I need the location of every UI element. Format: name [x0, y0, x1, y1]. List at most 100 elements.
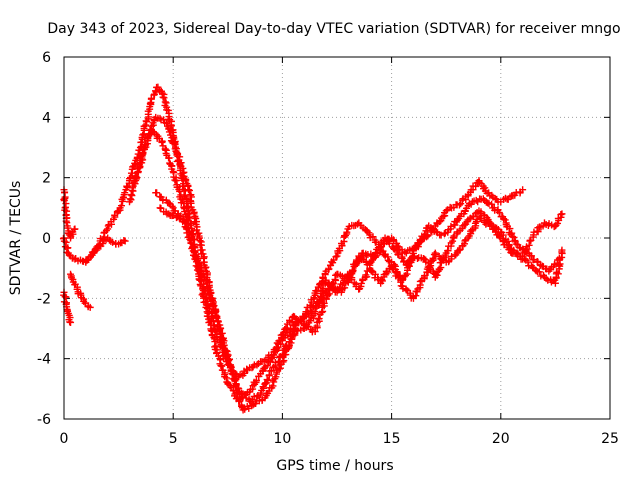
x-axis-label: GPS time / hours [276, 458, 393, 474]
data-marker [133, 153, 141, 161]
data-marker [355, 257, 363, 265]
data-marker [444, 247, 452, 255]
data-marker [239, 390, 247, 398]
data-marker [349, 266, 357, 274]
data-marker [133, 174, 141, 182]
data-marker [472, 182, 480, 190]
data-marker [139, 131, 147, 139]
data-marker [457, 200, 465, 208]
y-tick-label: 4 [42, 110, 51, 126]
series-early-segment-d [82, 234, 129, 266]
data-marker [201, 273, 209, 281]
data-marker [372, 249, 380, 257]
data-point [239, 406, 247, 414]
data-point [202, 303, 210, 311]
data-marker [448, 252, 456, 260]
data-marker [197, 266, 205, 274]
data-marker [328, 281, 336, 289]
data-point [86, 303, 94, 311]
data-marker [508, 229, 516, 237]
data-marker [263, 376, 271, 384]
data-marker [280, 329, 288, 337]
y-axis-label: SDTVAR / TECUs [8, 181, 24, 296]
y-tick-label: -2 [37, 291, 51, 307]
data-marker [488, 200, 496, 208]
data-layer [59, 83, 566, 414]
data-marker [343, 228, 351, 236]
data-point [267, 355, 275, 363]
data-marker [376, 244, 384, 252]
data-marker [217, 330, 225, 338]
data-marker [342, 232, 350, 240]
data-marker [432, 228, 440, 236]
data-marker [207, 327, 215, 335]
data-marker [420, 232, 428, 240]
data-marker [212, 313, 220, 321]
data-marker [236, 397, 244, 405]
data-marker [196, 241, 204, 249]
data-marker [67, 274, 75, 282]
data-marker [210, 302, 218, 310]
data-marker [511, 237, 519, 245]
data-marker [334, 286, 342, 294]
data-marker [198, 246, 206, 254]
data-marker [320, 299, 328, 307]
data-marker [241, 391, 249, 399]
x-tick-label: 25 [601, 431, 619, 447]
data-point [278, 331, 286, 339]
data-marker [137, 152, 145, 160]
data-marker [336, 284, 344, 292]
data-marker [535, 268, 543, 276]
data-marker [437, 231, 445, 239]
series-track-3 [130, 113, 564, 414]
data-marker [231, 376, 239, 384]
data-point [71, 225, 79, 233]
data-point [442, 207, 450, 215]
data-point [67, 318, 75, 326]
data-marker [315, 301, 323, 309]
series-early-segment-a [60, 186, 79, 242]
data-marker [274, 343, 282, 351]
data-marker [455, 246, 463, 254]
data-marker [165, 128, 173, 136]
data-marker [160, 94, 168, 102]
data-marker [175, 214, 183, 222]
data-marker [281, 325, 289, 333]
y-tick-label: 2 [42, 171, 51, 187]
data-marker [495, 209, 503, 217]
y-tick-label: 0 [42, 231, 51, 247]
x-tick-label: 5 [169, 431, 178, 447]
data-marker [185, 186, 193, 194]
data-marker [165, 154, 173, 162]
data-marker [527, 252, 535, 260]
data-marker [436, 218, 444, 226]
y-tick-label: 6 [42, 50, 51, 66]
data-marker [490, 225, 498, 233]
data-marker [280, 357, 288, 365]
data-marker [206, 317, 214, 325]
data-point [558, 210, 566, 218]
data-point [294, 318, 302, 326]
data-marker [158, 138, 166, 146]
data-marker [499, 238, 507, 246]
data-marker [226, 355, 234, 363]
data-marker [291, 331, 299, 339]
data-marker [455, 201, 463, 209]
data-marker [121, 189, 129, 197]
data-marker [185, 229, 193, 237]
data-point [333, 252, 341, 260]
data-marker [472, 196, 480, 204]
data-marker [264, 377, 272, 385]
data-marker [449, 233, 457, 241]
y-tick-label: -4 [37, 352, 51, 368]
data-marker [384, 268, 392, 276]
data-marker [385, 239, 393, 247]
data-marker [210, 334, 218, 342]
data-marker [554, 270, 562, 278]
data-marker [500, 215, 508, 223]
data-point [184, 186, 192, 194]
data-marker [276, 364, 284, 372]
data-marker [427, 262, 435, 270]
data-marker [456, 245, 464, 253]
